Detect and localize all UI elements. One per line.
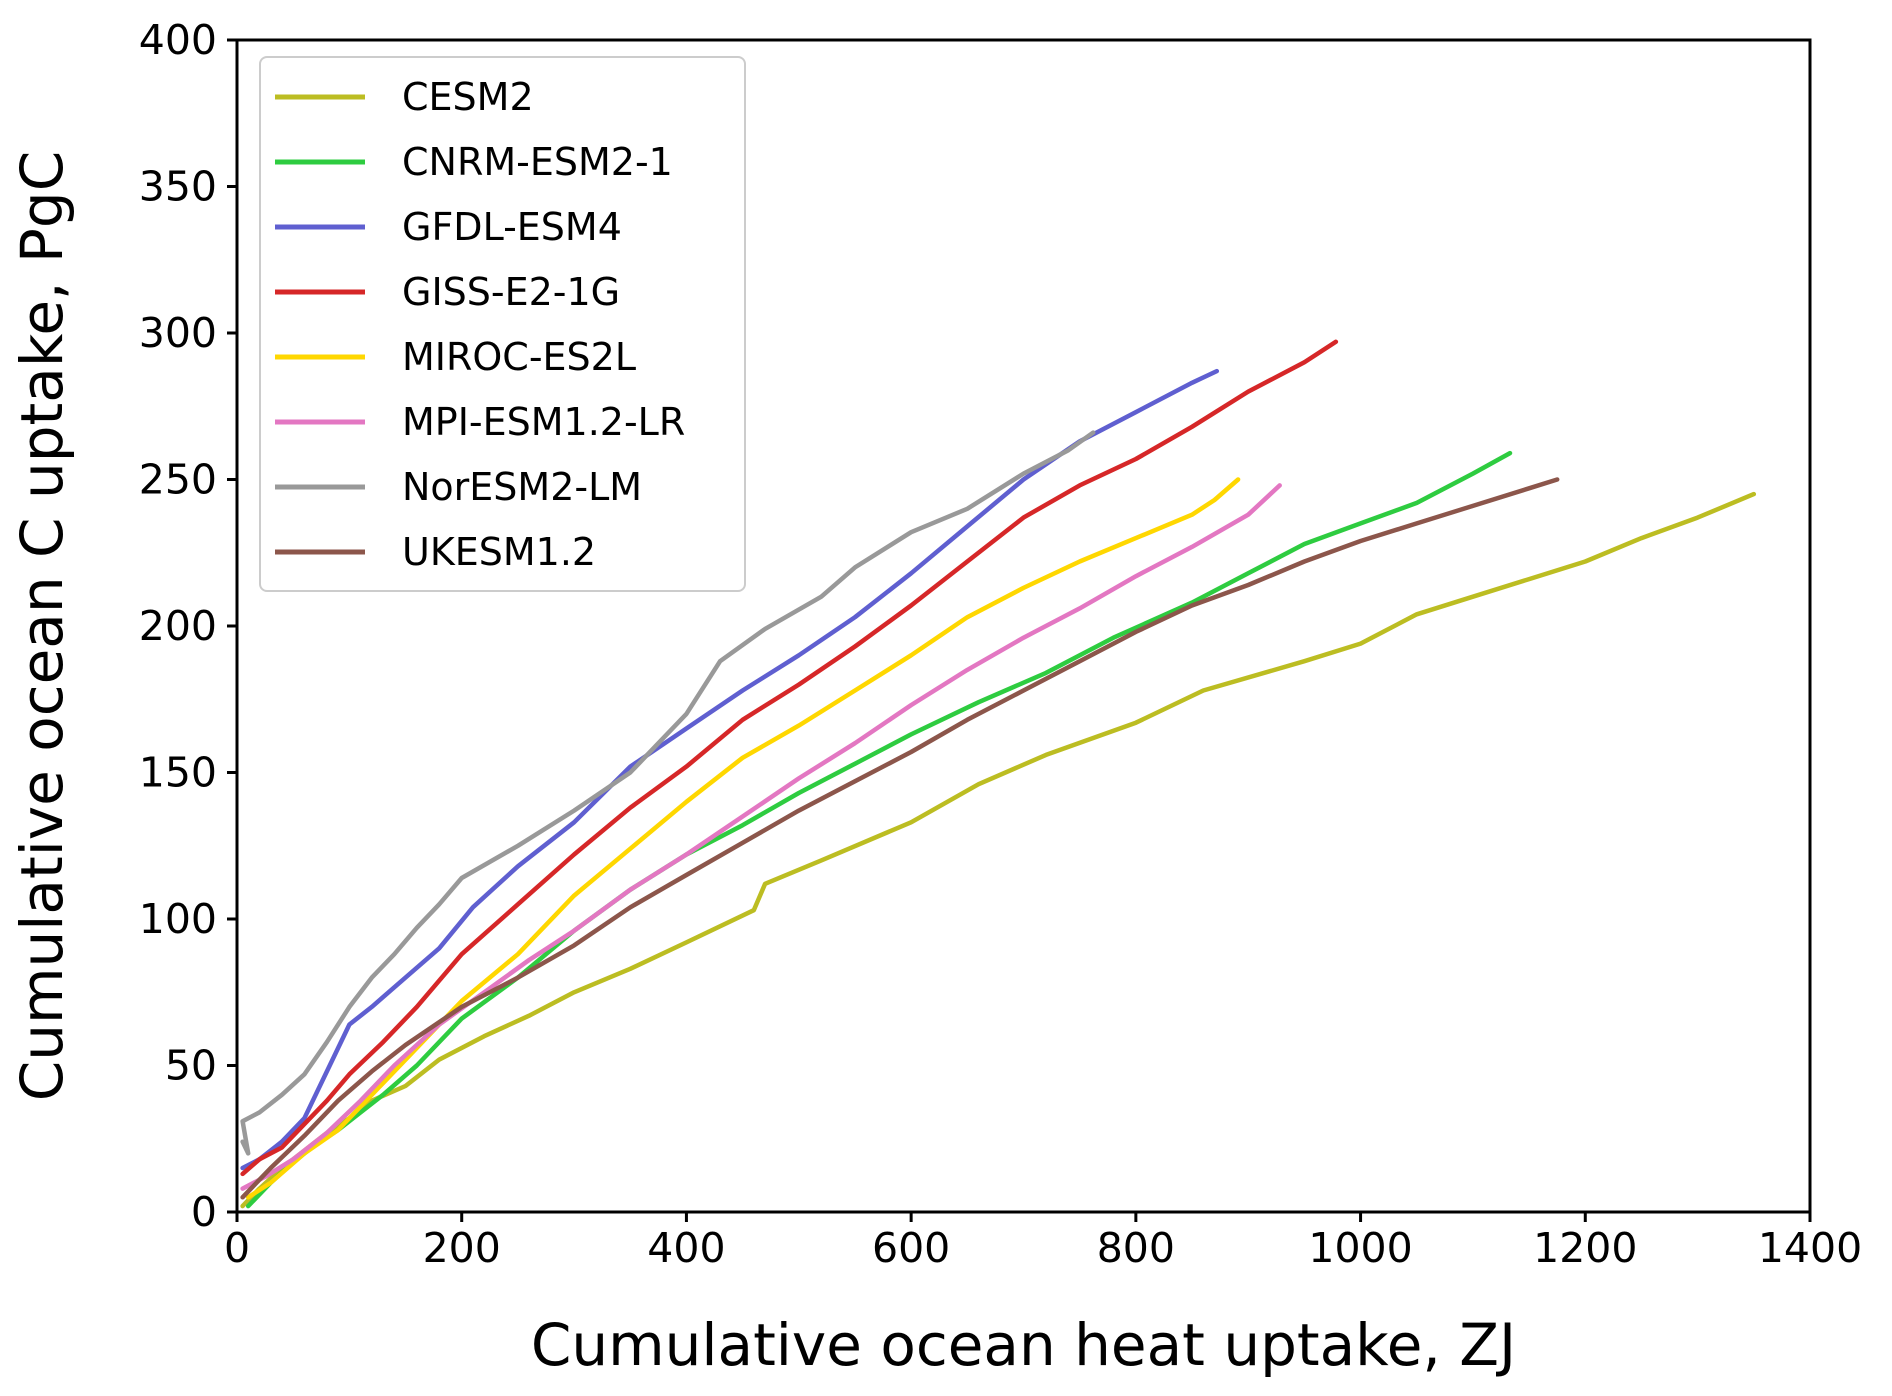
legend-box <box>259 56 746 592</box>
y-tick-label: 250 <box>139 456 217 504</box>
x-tick-label: 0 <box>224 1224 250 1272</box>
series-line-gfdl-esm4 <box>240 368 1220 1171</box>
legend-label-miroc-es2l: MIROC-ES2L <box>402 335 636 379</box>
x-tick-label: 200 <box>423 1224 501 1272</box>
legend-label-ukesm1-2: UKESM1.2 <box>402 530 596 574</box>
series-line-giss-e2-1g <box>240 339 1339 1177</box>
x-axis-title: Cumulative ocean heat uptake, ZJ <box>531 1311 1516 1379</box>
legend: CESM2 CNRM-ESM2-1 GFDL-ESM4 GISS-E2-1G MIROC… <box>259 56 746 592</box>
legend-label-mpi-esm1-2-lr: MPI-ESM1.2-LR <box>402 400 685 444</box>
y-tick-label: 300 <box>139 309 217 357</box>
y-tick-label: 350 <box>139 163 217 211</box>
x-tick-label: 800 <box>1097 1224 1175 1272</box>
series-lines <box>240 339 1757 1209</box>
y-tick-label: 100 <box>139 895 217 943</box>
x-tick-label: 600 <box>872 1224 950 1272</box>
x-tick-label: 1400 <box>1758 1224 1862 1272</box>
y-tick-label: 200 <box>139 602 217 650</box>
series-line-ukesm1-2 <box>240 477 1560 1200</box>
y-tick-label: 0 <box>191 1188 217 1236</box>
y-tick-label: 50 <box>165 1042 217 1090</box>
x-tick-label: 1200 <box>1533 1224 1637 1272</box>
legend-label-noresm2-lm: NorESM2-LM <box>402 465 642 509</box>
legend-label-cnrm-esm2-1: CNRM-ESM2-1 <box>402 140 673 184</box>
y-axis-title: Cumulative ocean C uptake, PgC <box>8 151 76 1101</box>
legend-label-giss-e2-1g: GISS-E2-1G <box>402 270 620 314</box>
axis-ticks: 0 200 400 600 800 1000 1200 1400 0 50 100 150 200 250… <box>139 16 1862 1272</box>
y-tick-label: 150 <box>139 749 217 797</box>
y-tick-label: 400 <box>139 16 217 64</box>
x-tick-label: 1000 <box>1308 1224 1412 1272</box>
x-tick-label: 400 <box>647 1224 725 1272</box>
legend-label-cesm2: CESM2 <box>402 75 534 119</box>
series-line-miroc-es2l <box>245 477 1241 1200</box>
series-line-noresm2-lm <box>240 430 1096 1156</box>
series-line-mpi-esm1-2-lr <box>240 483 1282 1191</box>
legend-label-gfdl-esm4: GFDL-ESM4 <box>402 205 622 249</box>
